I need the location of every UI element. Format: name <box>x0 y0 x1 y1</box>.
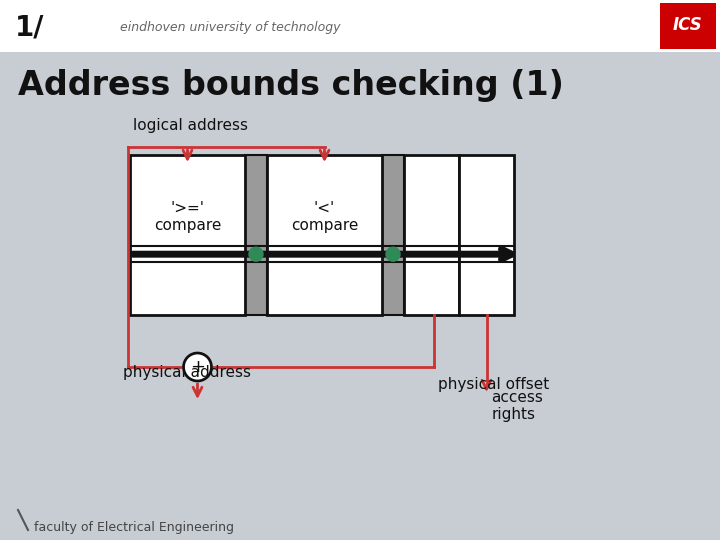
Text: eindhoven university of technology: eindhoven university of technology <box>120 21 341 33</box>
Text: 1/: 1/ <box>15 13 45 41</box>
Bar <box>130 155 245 315</box>
Text: '>=': '>=' <box>171 200 204 215</box>
Bar <box>459 155 514 315</box>
Text: faculty of Electrical Engineering: faculty of Electrical Engineering <box>34 522 234 535</box>
Bar <box>0 0 720 52</box>
Circle shape <box>184 353 212 381</box>
Text: +: + <box>190 358 205 376</box>
Text: compare: compare <box>154 218 221 233</box>
Text: access
rights: access rights <box>492 390 544 422</box>
Bar <box>660 3 716 49</box>
Bar <box>267 155 382 315</box>
Bar <box>382 155 404 315</box>
Text: physical address: physical address <box>123 364 251 380</box>
Text: ICS: ICS <box>673 16 703 34</box>
Bar <box>245 155 267 315</box>
Circle shape <box>249 247 263 261</box>
Text: '<': '<' <box>314 200 335 215</box>
Text: compare: compare <box>291 218 358 233</box>
Text: Address bounds checking (1): Address bounds checking (1) <box>18 69 564 102</box>
Bar <box>404 155 459 315</box>
Circle shape <box>386 247 400 261</box>
Text: logical address: logical address <box>133 118 248 133</box>
Text: physical offset: physical offset <box>438 377 550 392</box>
